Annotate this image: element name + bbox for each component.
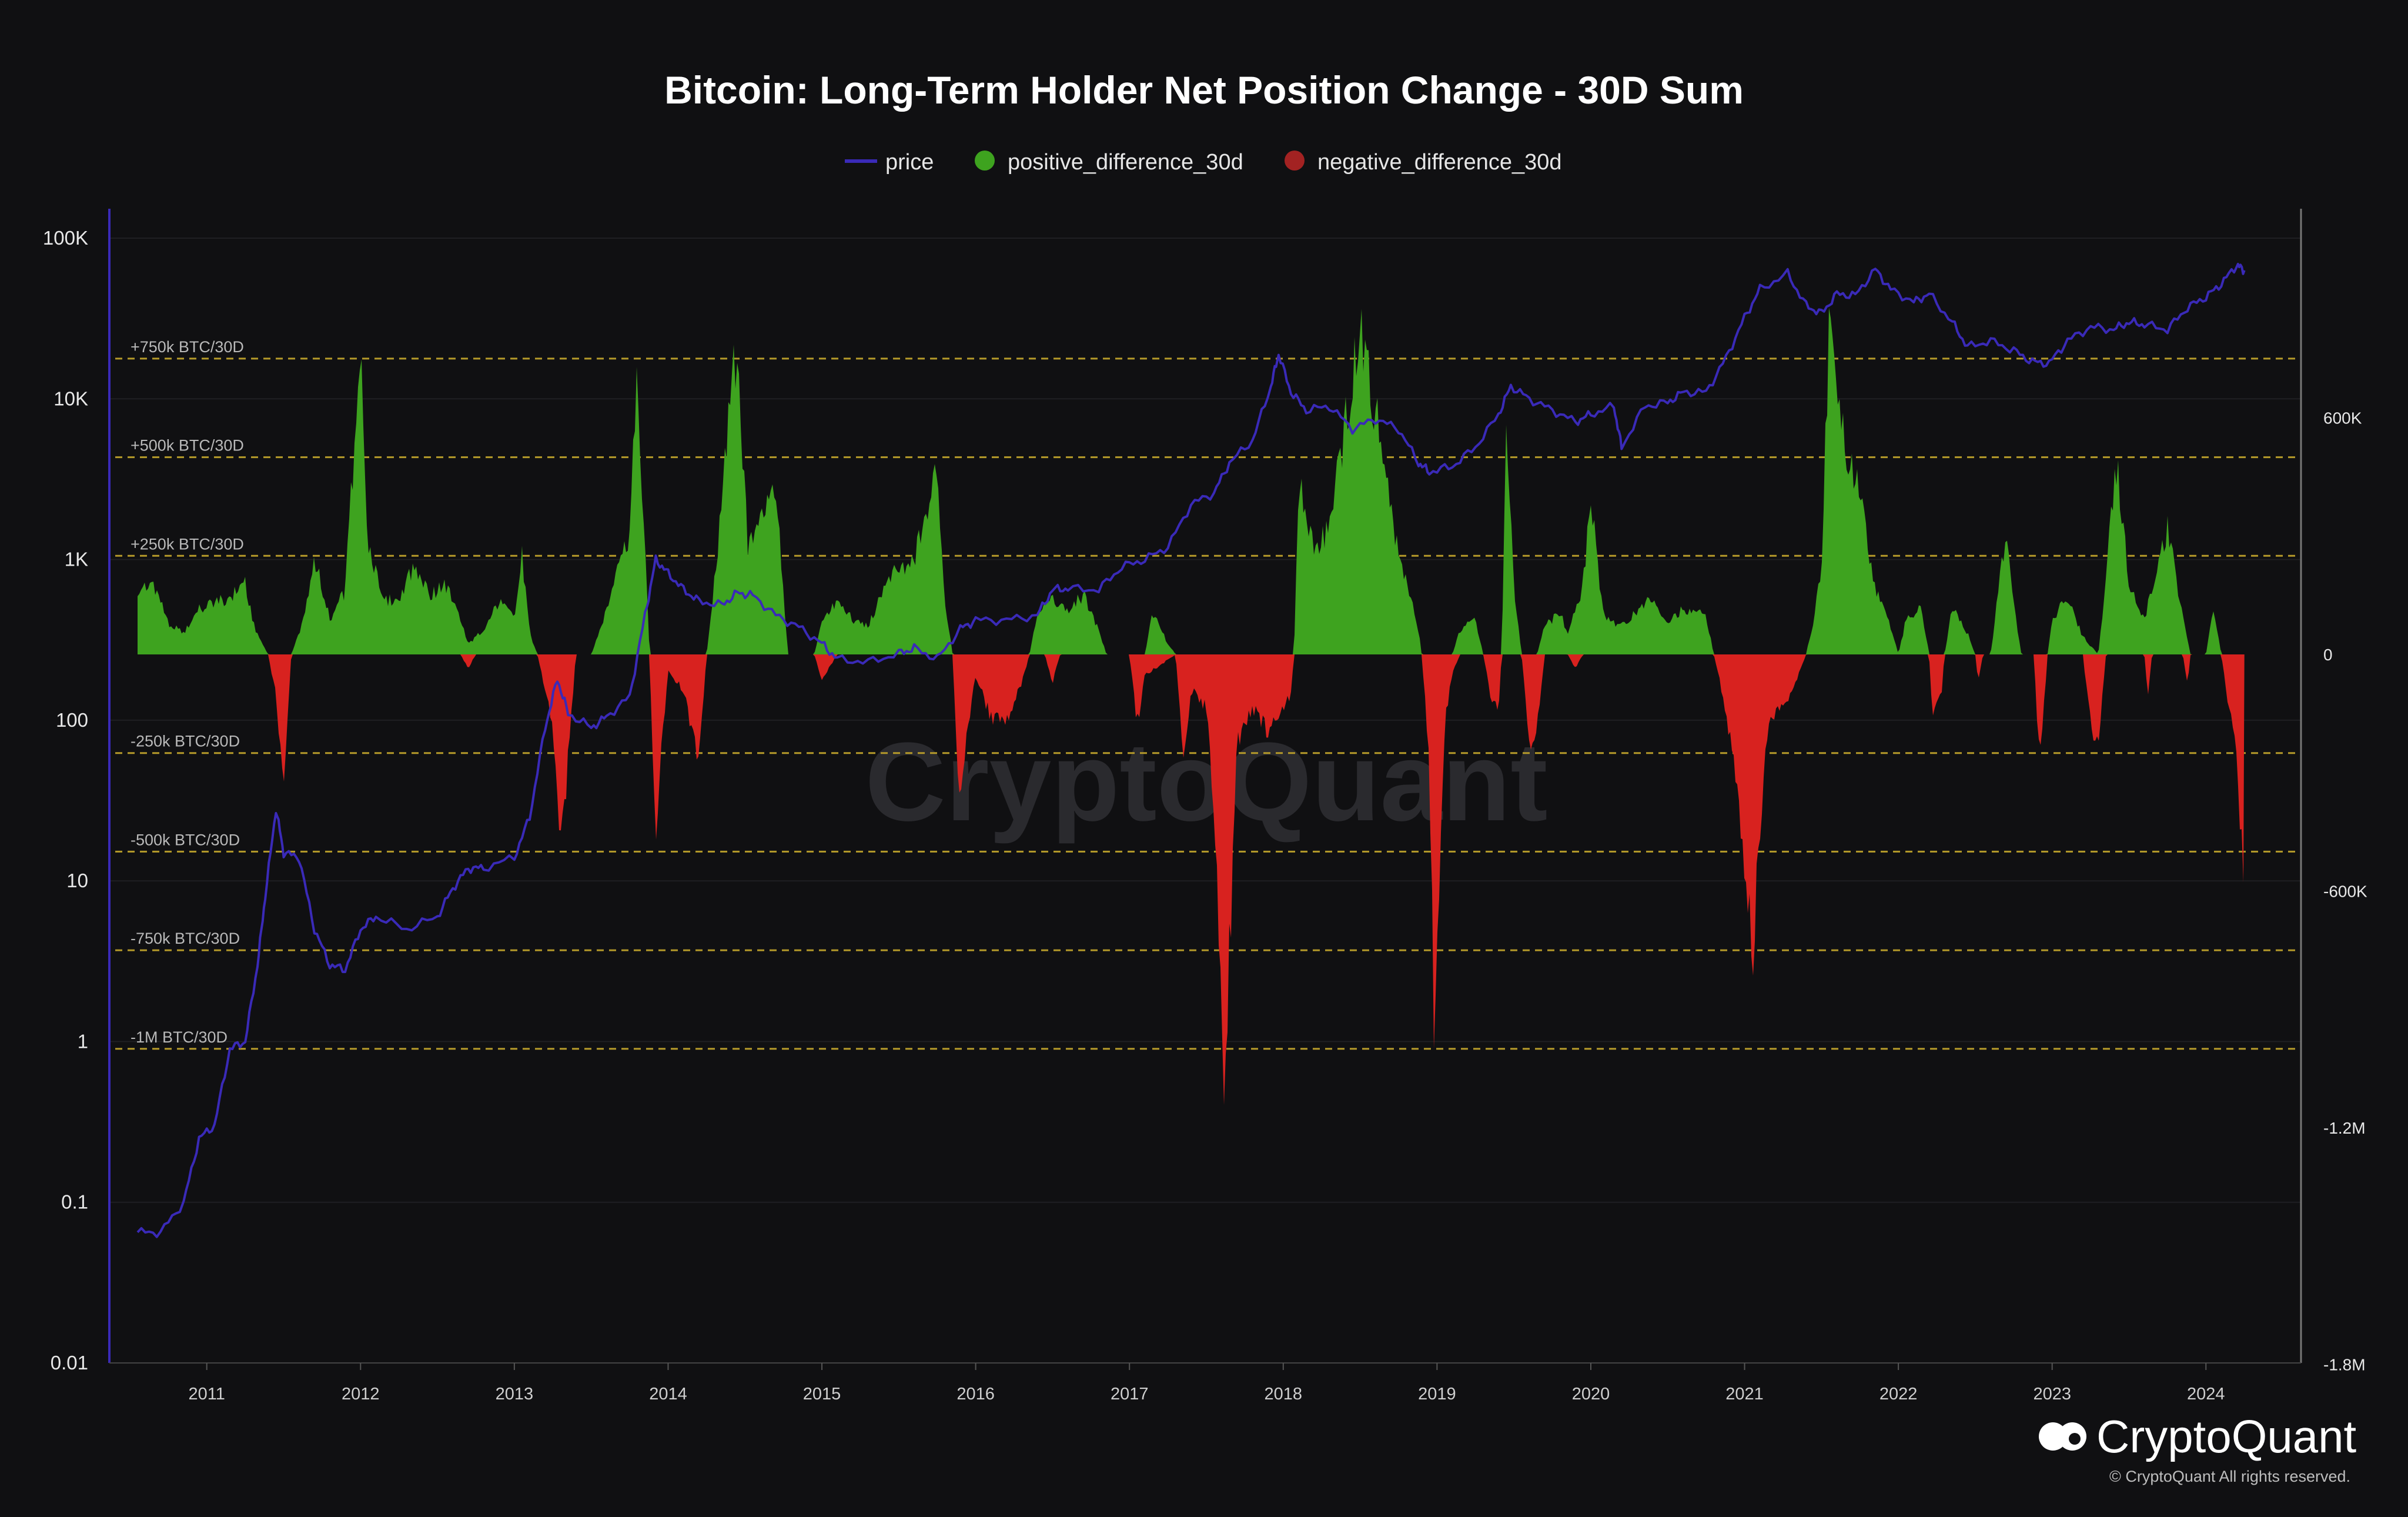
left-tick-label: 10K bbox=[53, 387, 88, 409]
x-tick-label: 2022 bbox=[1879, 1385, 1918, 1404]
left-tick-label: 0.01 bbox=[51, 1352, 88, 1374]
x-tick-label: 2016 bbox=[956, 1385, 995, 1404]
reference-line-label: -500k BTC/30D bbox=[131, 831, 240, 848]
price-line bbox=[136, 263, 2246, 1238]
x-tick-label: 2020 bbox=[1572, 1385, 1610, 1404]
left-tick-label: 1K bbox=[65, 549, 88, 570]
right-tick-label: 0 bbox=[2323, 646, 2333, 664]
copyright: © CryptoQuant All rights reserved. bbox=[2109, 1468, 2350, 1485]
reference-lines: +750k BTC/30D +500k BTC/30D +250k BTC/30D -… bbox=[115, 338, 2299, 1050]
left-tick-label: 10 bbox=[66, 870, 88, 891]
watermark: CryptoQuant bbox=[865, 720, 1547, 844]
legend: price positive_difference_30d negative_d… bbox=[845, 150, 1562, 175]
right-tick-label: -1.8M bbox=[2323, 1355, 2366, 1374]
grid bbox=[109, 238, 2301, 1203]
right-axis-ticks: 600K 0 -600K -1.2M -1.8M bbox=[2323, 409, 2367, 1374]
reference-line-label: +750k BTC/30D bbox=[131, 338, 244, 356]
legend-positive-marker bbox=[975, 151, 995, 171]
x-tick-label: 2021 bbox=[1725, 1385, 1764, 1404]
left-tick-label: 100 bbox=[56, 709, 88, 731]
left-axis-ticks: 100K 10K 1K 100 10 1 0.1 0.01 bbox=[43, 227, 88, 1374]
x-tick-label: 2017 bbox=[1111, 1385, 1149, 1404]
x-tick-label: 2013 bbox=[496, 1385, 534, 1404]
x-tick-label: 2011 bbox=[189, 1385, 225, 1404]
positive-difference-area bbox=[138, 308, 2245, 654]
right-tick-label: -1.2M bbox=[2323, 1119, 2366, 1137]
brand-name: CryptoQuant bbox=[2096, 1411, 2357, 1462]
reference-line-label: -750k BTC/30D bbox=[131, 930, 240, 947]
left-tick-label: 100K bbox=[43, 227, 88, 249]
reference-line-label: +500k BTC/30D bbox=[131, 437, 244, 455]
x-tick-label: 2012 bbox=[342, 1385, 380, 1404]
cryptoquant-logo: CryptoQuant bbox=[2039, 1411, 2357, 1462]
x-axis-ticks: 2011 2012 2013 2014 2015 2016 2017 2018 2019 2020… bbox=[189, 1363, 2225, 1404]
reference-line-label: +250k BTC/30D bbox=[131, 535, 244, 553]
legend-negative-marker bbox=[1285, 151, 1305, 171]
right-tick-label: -600K bbox=[2323, 882, 2367, 900]
x-tick-label: 2019 bbox=[1418, 1385, 1456, 1404]
x-tick-label: 2024 bbox=[2187, 1385, 2225, 1404]
x-tick-label: 2014 bbox=[649, 1385, 687, 1404]
reference-line-label: -250k BTC/30D bbox=[131, 733, 240, 750]
reference-line-label: -1M BTC/30D bbox=[131, 1028, 228, 1046]
left-tick-label: 0.1 bbox=[61, 1191, 88, 1213]
x-tick-label: 2023 bbox=[2033, 1385, 2071, 1404]
x-tick-label: 2018 bbox=[1265, 1385, 1303, 1404]
legend-price-label: price bbox=[885, 150, 934, 175]
logo-mark-cutout bbox=[2069, 1433, 2081, 1445]
left-tick-label: 1 bbox=[78, 1030, 88, 1052]
right-tick-label: 600K bbox=[2323, 409, 2362, 427]
logo-mark-left bbox=[2039, 1422, 2067, 1451]
chart-title: Bitcoin: Long-Term Holder Net Position C… bbox=[664, 68, 1744, 112]
legend-positive-label: positive_difference_30d bbox=[1008, 150, 1243, 175]
legend-negative-label: negative_difference_30d bbox=[1317, 150, 1562, 175]
x-tick-label: 2015 bbox=[803, 1385, 841, 1404]
